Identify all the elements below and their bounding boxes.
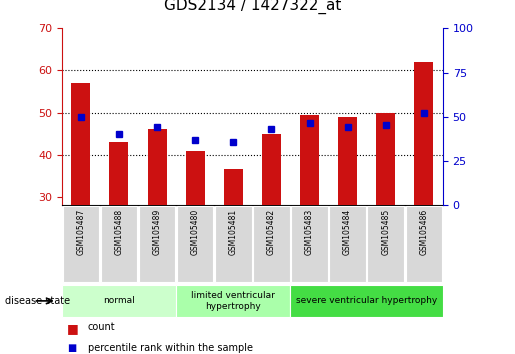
Bar [300,115,319,205]
Text: ■: ■ [67,322,79,335]
Text: count: count [88,322,115,332]
Bar [367,206,404,282]
Bar [329,206,366,282]
Bar [139,206,176,282]
Bar [215,206,252,282]
Text: GSM105483: GSM105483 [305,209,314,255]
Text: percentile rank within the sample: percentile rank within the sample [88,343,252,353]
Text: GSM105480: GSM105480 [191,209,200,255]
Bar [291,206,328,282]
Bar [62,206,99,282]
Bar [62,285,176,317]
Text: GSM105482: GSM105482 [267,209,276,255]
Text: ■: ■ [67,343,76,353]
Bar [414,62,433,205]
Text: GDS2134 / 1427322_at: GDS2134 / 1427322_at [164,0,341,14]
Bar [290,285,443,317]
Bar [253,206,290,282]
Bar [71,83,90,205]
Bar [147,130,166,205]
Bar [176,285,290,317]
Text: GSM105487: GSM105487 [76,209,85,255]
Text: GSM105486: GSM105486 [419,209,428,255]
Bar [109,142,128,205]
Text: normal: normal [103,296,135,306]
Bar [185,150,204,205]
Text: GSM105484: GSM105484 [343,209,352,255]
Bar [376,113,396,205]
Bar [262,134,281,205]
Bar [405,206,442,282]
Bar [224,170,243,205]
Text: GSM105489: GSM105489 [152,209,162,255]
Bar [177,206,214,282]
Text: limited ventricular
hypertrophy: limited ventricular hypertrophy [192,291,275,310]
Text: severe ventricular hypertrophy: severe ventricular hypertrophy [296,296,437,306]
Bar [100,206,138,282]
Text: disease state: disease state [5,296,70,306]
Text: GSM105488: GSM105488 [114,209,124,255]
Text: GSM105485: GSM105485 [381,209,390,255]
Text: GSM105481: GSM105481 [229,209,238,255]
Bar [338,117,357,205]
